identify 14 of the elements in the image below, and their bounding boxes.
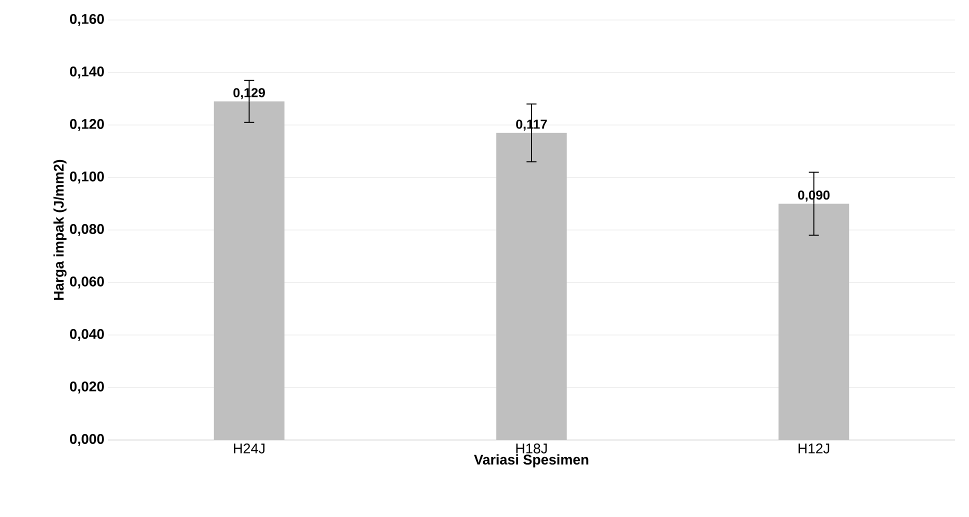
y-tick-label: 0,020	[70, 382, 104, 394]
y-tick-label: 0,160	[70, 14, 104, 26]
y-tick-label: 0,000	[70, 434, 104, 446]
y-tick-label: 0,060	[70, 276, 104, 288]
x-tick-label: H24J	[234, 444, 264, 454]
y-tick-label: 0,040	[70, 329, 104, 341]
y-axis-title: Harga impak (J/mm2)	[53, 160, 67, 300]
x-axis-title: Variasi Spesimen	[474, 454, 588, 468]
x-tick-label: H18J	[516, 444, 547, 454]
y-tick-label: 0,120	[70, 119, 104, 131]
y-tick-label: 0,100	[70, 172, 104, 184]
y-tick-label: 0,140	[70, 66, 104, 78]
y-tick-label: 0,080	[70, 224, 104, 236]
x-tick-label: H12J	[798, 444, 830, 454]
